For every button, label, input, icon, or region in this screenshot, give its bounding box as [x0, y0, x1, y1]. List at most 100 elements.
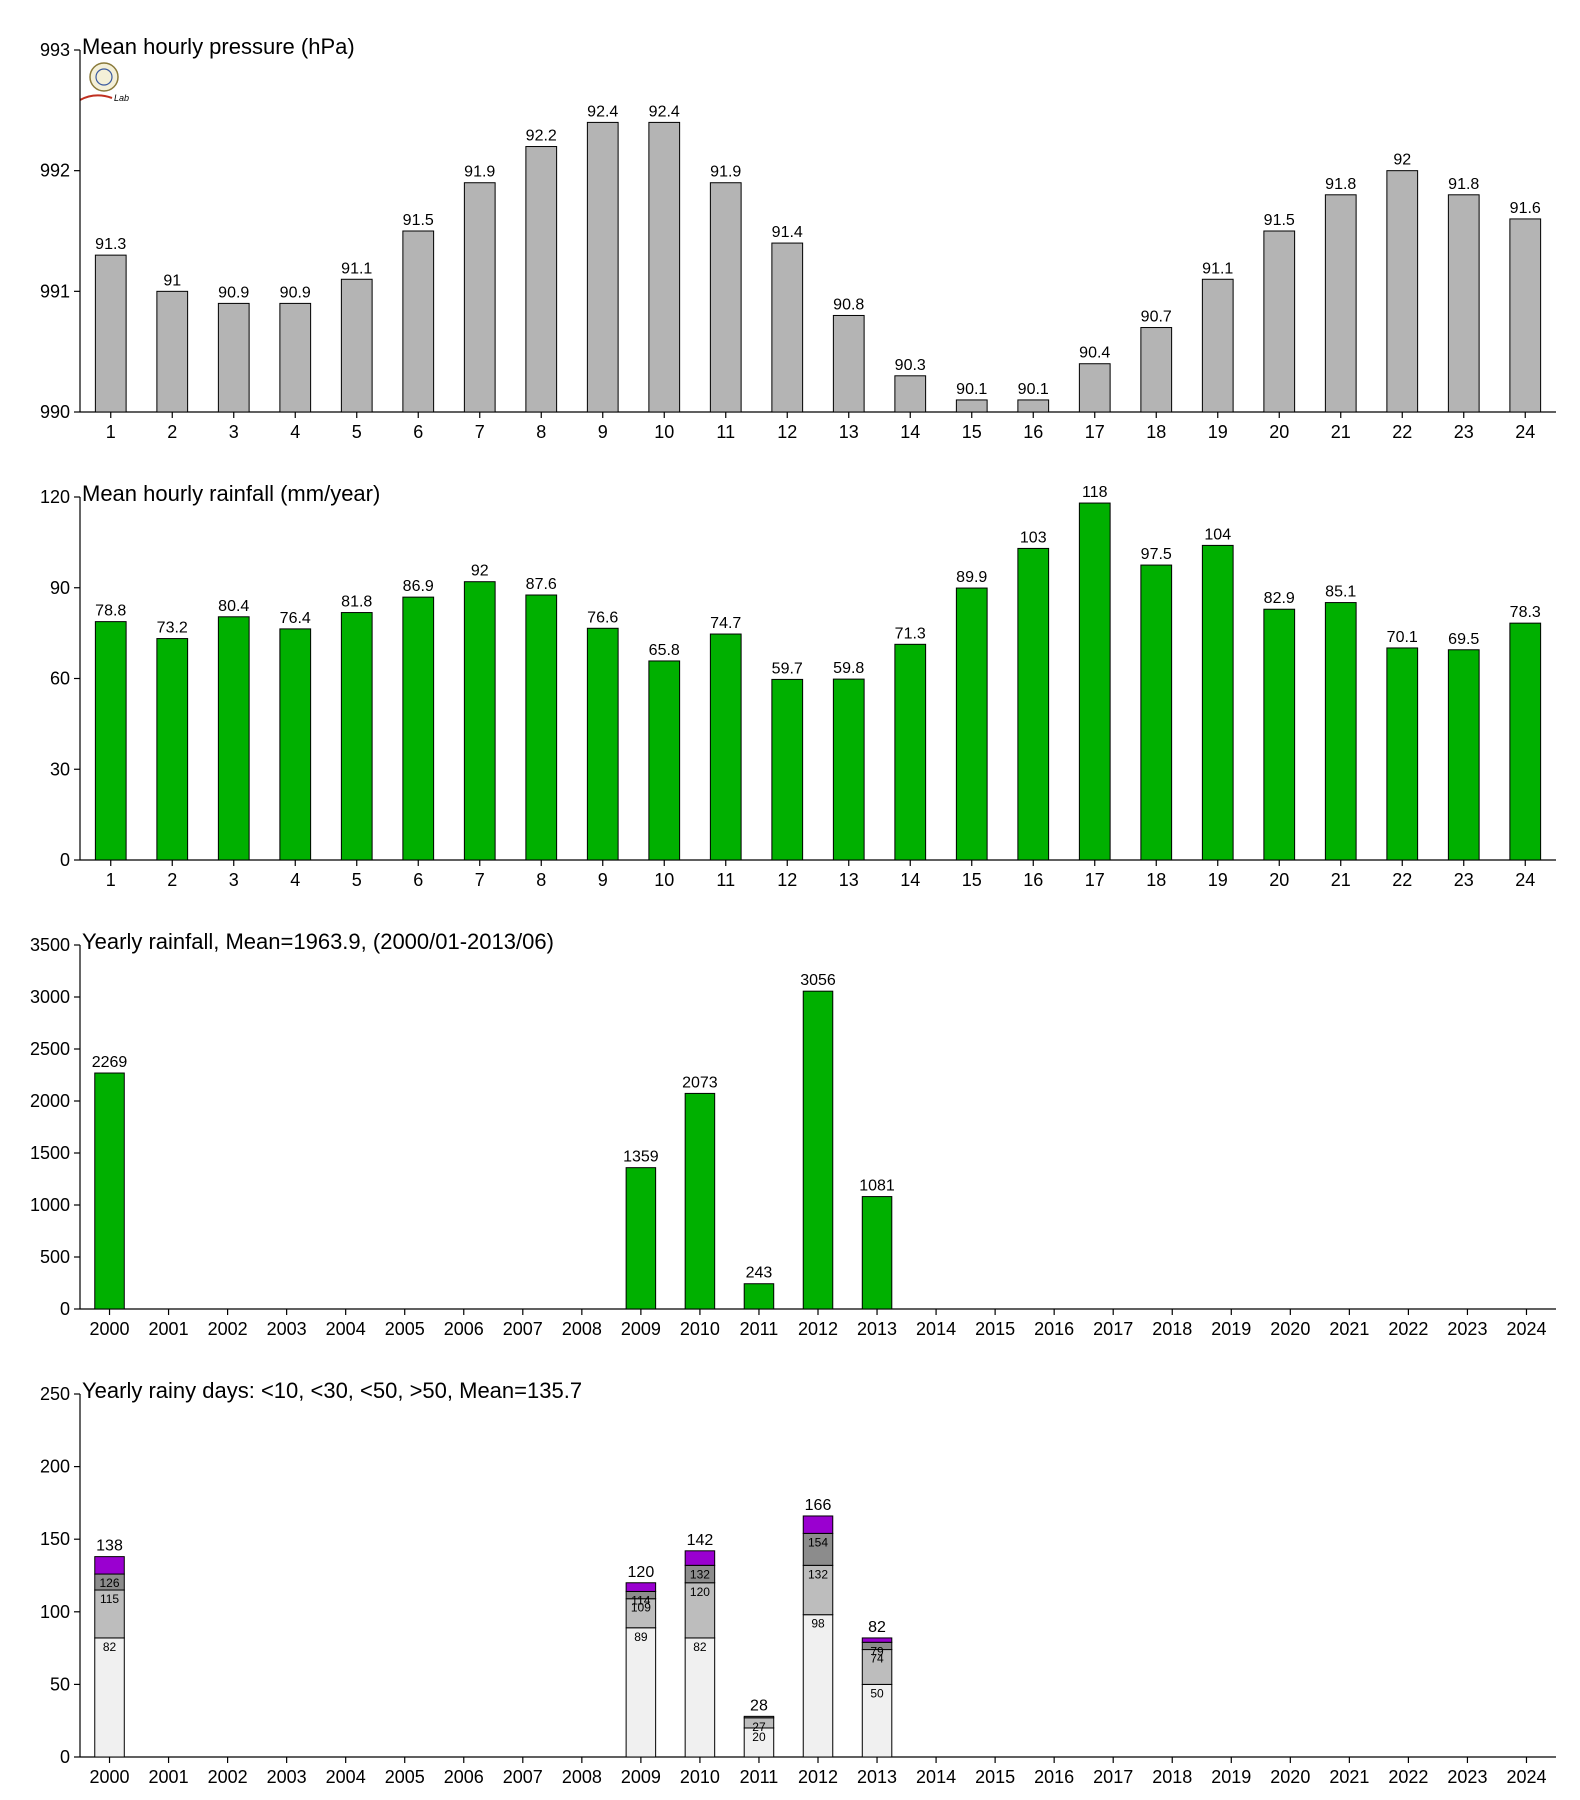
- segment-value-label: 126: [100, 1576, 120, 1590]
- x-tick-label: 2004: [326, 1319, 366, 1339]
- stack-segment: [743, 1715, 775, 1719]
- x-tick-label: 15: [962, 422, 982, 442]
- x-tick-label: 4: [290, 422, 300, 442]
- x-tick-label: 2016: [1034, 1767, 1074, 1787]
- x-tick-label: 22: [1392, 422, 1412, 442]
- y-tick-label: 100: [40, 1602, 70, 1622]
- x-tick-label: 10: [654, 422, 674, 442]
- y-tick-label: 991: [40, 281, 70, 301]
- chart-title: Mean hourly rainfall (mm/year): [82, 481, 380, 506]
- stack-segment: [684, 1637, 716, 1758]
- bar-value-label: 82.9: [1264, 590, 1295, 607]
- x-tick-label: 2002: [208, 1319, 248, 1339]
- bar: [94, 621, 127, 861]
- bar: [1263, 230, 1296, 413]
- bar: [94, 1072, 125, 1310]
- y-tick-label: 2500: [30, 1039, 70, 1059]
- y-tick-label: 990: [40, 402, 70, 422]
- bar: [1509, 218, 1542, 413]
- bar: [625, 1167, 657, 1310]
- y-tick-label: 500: [40, 1247, 70, 1267]
- x-tick-label: 23: [1454, 870, 1474, 890]
- logo-text: Lab: [114, 93, 129, 103]
- x-tick-label: 21: [1331, 870, 1351, 890]
- bar: [1140, 564, 1173, 861]
- bar: [402, 230, 435, 413]
- x-tick-label: 2008: [562, 1319, 602, 1339]
- bar: [1386, 170, 1419, 413]
- y-tick-label: 200: [40, 1457, 70, 1477]
- y-tick-label: 60: [50, 669, 70, 689]
- bar-value-label: 91.4: [772, 224, 803, 241]
- x-tick-label: 4: [290, 870, 300, 890]
- bar: [1140, 327, 1173, 413]
- stack-segment: [94, 1637, 125, 1758]
- stack-segment: [861, 1649, 893, 1685]
- bar-value-label: 78.8: [95, 603, 126, 620]
- y-tick-label: 0: [60, 1299, 70, 1319]
- segment-value-label: 20: [752, 1730, 766, 1744]
- x-tick-label: 14: [900, 422, 920, 442]
- bar-value-label: 85.1: [1325, 584, 1356, 601]
- x-tick-label: 3: [229, 870, 239, 890]
- stack-segment: [802, 1515, 834, 1534]
- x-tick-label: 2014: [916, 1319, 956, 1339]
- bar: [525, 146, 558, 413]
- bar-value-label: 78.3: [1510, 604, 1541, 621]
- bar: [340, 612, 373, 861]
- x-tick-label: 6: [413, 870, 423, 890]
- x-tick-label: 2001: [149, 1767, 189, 1787]
- x-tick-label: 2017: [1093, 1767, 1133, 1787]
- bar: [771, 678, 804, 861]
- segment-value-label: 89: [634, 1630, 648, 1644]
- bar-value-label: 59.7: [772, 660, 803, 677]
- bar-total-label: 138: [96, 1538, 123, 1555]
- bar: [1017, 399, 1050, 413]
- y-tick-label: 3000: [30, 987, 70, 1007]
- x-tick-label: 17: [1085, 422, 1105, 442]
- stack-segment: [625, 1598, 657, 1629]
- segment-value-label: 154: [808, 1535, 828, 1549]
- x-tick-label: 9: [598, 422, 608, 442]
- x-tick-label: 2009: [621, 1767, 661, 1787]
- bar: [861, 1196, 893, 1310]
- bar: [279, 302, 312, 413]
- bar: [279, 628, 312, 861]
- x-tick-label: 5: [352, 870, 362, 890]
- bar-value-label: 90.7: [1141, 309, 1172, 326]
- x-tick-label: 3: [229, 422, 239, 442]
- x-tick-label: 13: [839, 870, 859, 890]
- x-tick-label: 2022: [1388, 1319, 1428, 1339]
- bar-value-label: 91.5: [403, 212, 434, 229]
- bar-value-label: 90.1: [956, 381, 987, 398]
- x-tick-label: 19: [1208, 422, 1228, 442]
- x-tick-label: 7: [475, 870, 485, 890]
- stack-segment: [625, 1627, 657, 1758]
- x-tick-label: 2002: [208, 1767, 248, 1787]
- x-tick-label: 15: [962, 870, 982, 890]
- bar-value-label: 91.5: [1264, 212, 1295, 229]
- chart-title: Mean hourly pressure (hPa): [82, 34, 355, 59]
- bar: [1078, 502, 1111, 861]
- y-tick-label: 1500: [30, 1143, 70, 1163]
- bar-total-label: 28: [750, 1697, 768, 1714]
- bar-total-label: 82: [868, 1619, 886, 1636]
- bar-value-label: 91.8: [1325, 176, 1356, 193]
- chart-panel-4: 0 50 100 150 200 250 2000 2001 2002 2003 2004 2005 2…: [40, 1378, 1556, 1787]
- logo-swoosh: [79, 94, 113, 101]
- bar: [955, 587, 988, 861]
- bar-value-label: 91: [163, 272, 181, 289]
- bar-value-label: 2073: [682, 1074, 718, 1091]
- bar: [771, 242, 804, 413]
- bar-value-label: 91.9: [710, 164, 741, 181]
- x-tick-label: 18: [1146, 422, 1166, 442]
- bar-value-label: 76.4: [280, 610, 311, 627]
- x-tick-label: 2000: [89, 1319, 129, 1339]
- logo-seal: [89, 62, 119, 92]
- x-tick-label: 5: [352, 422, 362, 442]
- x-tick-label: 2023: [1447, 1319, 1487, 1339]
- segment-value-label: 109: [631, 1601, 651, 1615]
- bar: [463, 581, 496, 861]
